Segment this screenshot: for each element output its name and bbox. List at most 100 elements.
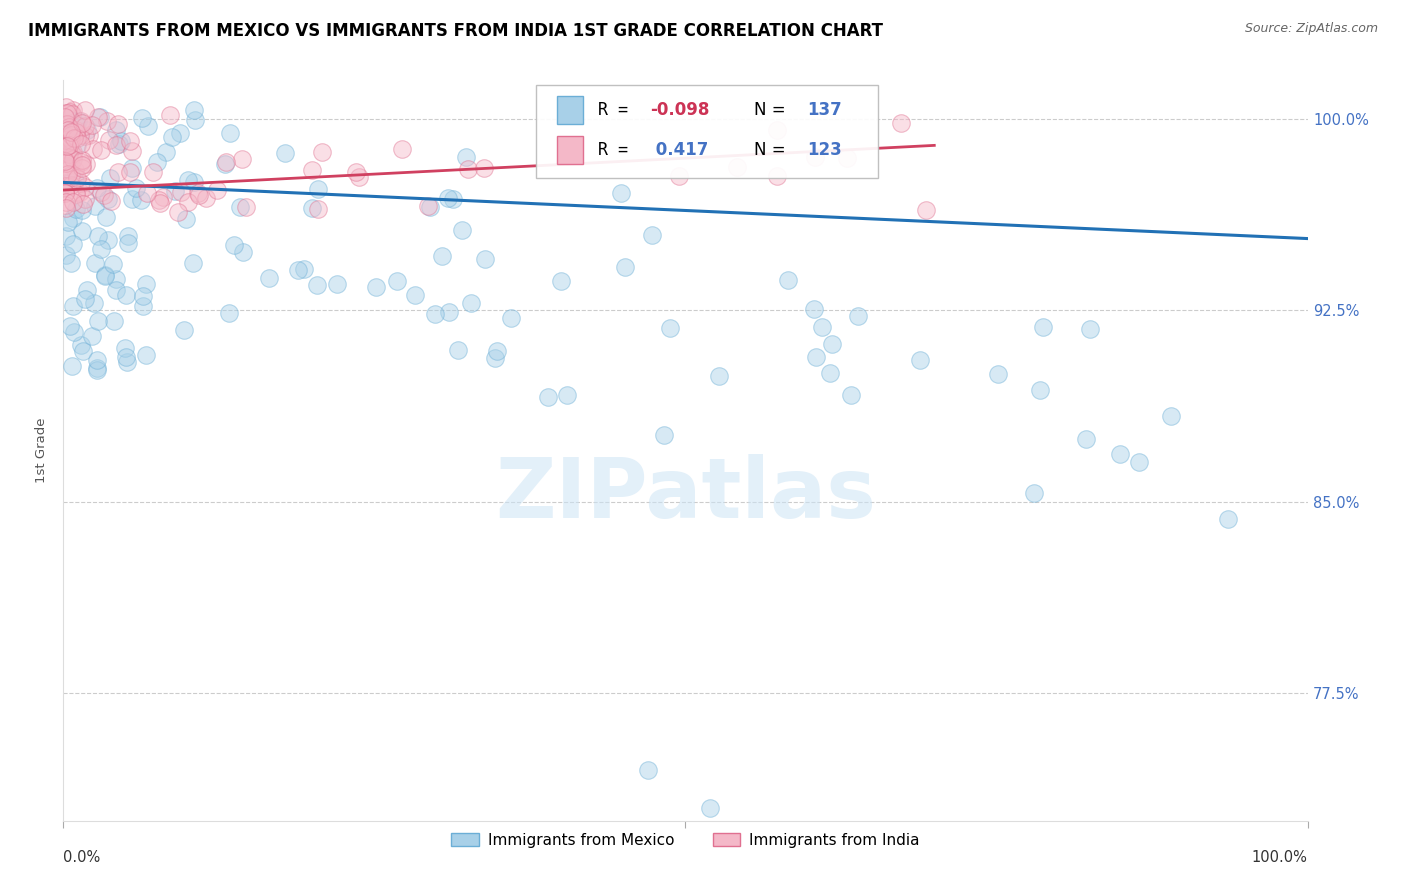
Point <box>187 186 209 200</box>
Point <box>63 174 86 188</box>
Point <box>58 112 80 127</box>
Point <box>668 169 690 183</box>
Point <box>915 203 938 218</box>
Point <box>194 191 217 205</box>
Point <box>274 146 297 161</box>
Point <box>136 119 159 133</box>
Point <box>98 171 121 186</box>
Point <box>87 313 110 327</box>
Point <box>121 193 143 207</box>
Point <box>82 142 104 156</box>
Point <box>72 196 94 211</box>
Point <box>183 175 205 189</box>
Point <box>53 106 76 120</box>
Point <box>53 110 76 124</box>
Point <box>94 269 117 284</box>
Point <box>59 134 82 148</box>
Point <box>652 427 675 442</box>
Point <box>132 299 155 313</box>
Point <box>457 161 479 176</box>
Point <box>555 388 578 402</box>
Point <box>385 274 408 288</box>
Point <box>70 114 93 128</box>
Point <box>90 185 112 199</box>
Point <box>890 116 912 130</box>
Point <box>89 110 111 124</box>
Point <box>232 245 254 260</box>
Point <box>846 309 869 323</box>
Point <box>835 151 858 165</box>
Point <box>1109 447 1132 461</box>
Point <box>75 156 97 170</box>
Point <box>105 137 128 152</box>
Point <box>60 107 83 121</box>
Legend: Immigrants from Mexico, Immigrants from India: Immigrants from Mexico, Immigrants from … <box>446 826 925 854</box>
Point <box>70 338 93 352</box>
Point <box>460 295 482 310</box>
Point <box>155 145 177 160</box>
Point <box>121 144 143 158</box>
Point <box>65 186 87 201</box>
Point <box>66 137 89 152</box>
Text: -0.098: -0.098 <box>651 101 710 119</box>
Text: IMMIGRANTS FROM MEXICO VS IMMIGRANTS FROM INDIA 1ST GRADE CORRELATION CHART: IMMIGRANTS FROM MEXICO VS IMMIGRANTS FRO… <box>28 22 883 40</box>
Point <box>136 186 159 201</box>
Point <box>472 161 495 175</box>
Point <box>69 185 91 199</box>
Point <box>69 128 91 142</box>
Point <box>121 161 143 175</box>
Point <box>537 390 560 404</box>
Point <box>159 108 181 122</box>
Text: ZIPatlas: ZIPatlas <box>495 454 876 535</box>
Point <box>107 165 129 179</box>
Point <box>120 134 142 148</box>
Point <box>659 320 682 334</box>
Point <box>55 100 77 114</box>
Point <box>987 367 1010 381</box>
Point <box>87 228 110 243</box>
Point <box>63 130 86 145</box>
Point <box>910 352 932 367</box>
Point <box>58 138 80 153</box>
Point <box>97 233 120 247</box>
Point <box>115 288 138 302</box>
Text: 0.417: 0.417 <box>651 141 709 159</box>
Point <box>58 215 80 229</box>
Point <box>364 280 387 294</box>
Point <box>70 203 93 218</box>
Point <box>162 130 184 145</box>
Point <box>637 763 659 777</box>
Point <box>53 186 76 200</box>
Point <box>58 131 80 145</box>
Point <box>53 168 76 182</box>
Point <box>65 117 87 131</box>
Point <box>67 114 90 128</box>
Point <box>55 229 77 244</box>
Point <box>55 201 77 215</box>
Point <box>82 328 104 343</box>
Point <box>1078 322 1101 336</box>
Point <box>131 111 153 125</box>
Point <box>474 252 496 267</box>
Point <box>610 186 633 201</box>
Point <box>83 255 105 269</box>
Point <box>62 236 84 251</box>
Point <box>70 224 93 238</box>
Point <box>484 351 506 365</box>
Point <box>62 145 84 160</box>
Point <box>135 347 157 361</box>
Point <box>776 272 799 286</box>
Point <box>177 195 200 210</box>
Point <box>76 123 98 137</box>
Point <box>53 178 76 193</box>
Point <box>174 211 197 226</box>
Point <box>73 292 96 306</box>
Point <box>181 255 204 269</box>
Point <box>1218 512 1240 526</box>
Point <box>86 181 108 195</box>
Point <box>142 165 165 179</box>
Point <box>62 103 84 117</box>
Point <box>70 137 93 152</box>
Point <box>55 156 77 170</box>
Point <box>70 161 93 175</box>
